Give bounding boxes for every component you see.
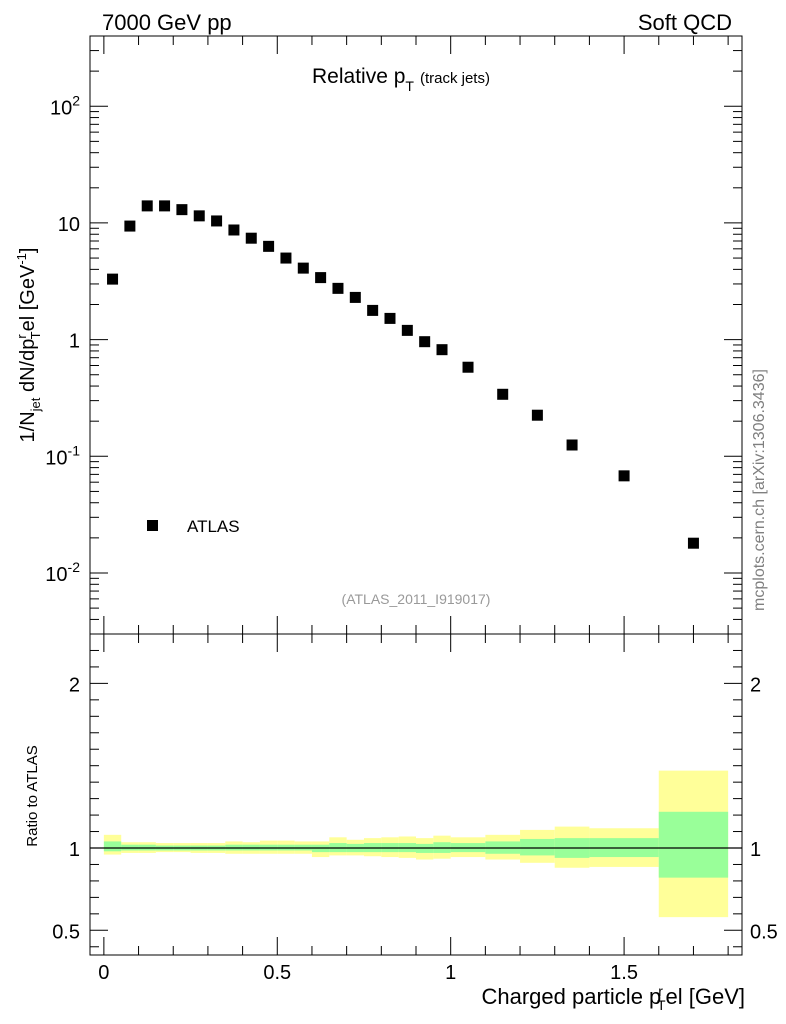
stat-uncertainty-band xyxy=(658,811,729,878)
ratio-y-tick-label-right: 1 xyxy=(750,839,761,861)
main-y-tick-label: 1 xyxy=(69,331,80,353)
data-point xyxy=(332,282,344,294)
data-point xyxy=(436,344,448,356)
data-point xyxy=(297,262,309,274)
main-title: Relative pT (track jets) xyxy=(312,65,490,94)
stat-uncertainty-band xyxy=(103,841,122,852)
analysis-id-label: (ATLAS_2011_I919017) xyxy=(342,591,491,607)
data-point xyxy=(384,312,396,324)
data-point xyxy=(349,291,361,303)
header-energy-label: 7000 GeV pp xyxy=(102,10,232,35)
legend-label: ATLAS xyxy=(187,517,240,536)
header-category-label: Soft QCD xyxy=(638,10,732,35)
x-tick-label: 1.5 xyxy=(610,962,638,984)
data-point xyxy=(315,272,327,284)
ratio-y-tick-label: 0.5 xyxy=(52,921,80,943)
data-point xyxy=(401,324,413,336)
side-source-label: mcplots.cern.ch [arXiv:1306.3436] xyxy=(751,369,768,611)
svg-text:1/Njet dN/dprTel [GeV-1]: 1/Njet dN/dprTel [GeV-1] xyxy=(14,248,43,443)
data-point xyxy=(280,252,292,264)
data-point xyxy=(141,200,153,212)
main-y-tick-label: 10-1 xyxy=(45,442,80,469)
data-point xyxy=(687,537,699,549)
x-tick-label: 0.5 xyxy=(263,962,291,984)
x-tick-label: 0 xyxy=(98,962,109,984)
ratio-y-axis-label: Ratio to ATLAS xyxy=(24,745,41,846)
data-point xyxy=(159,200,171,212)
data-point xyxy=(124,220,136,232)
data-point xyxy=(228,224,240,236)
main-y-tick-label: 10 xyxy=(58,214,80,236)
ratio-axis-ticks: 0.5 0.5 1 1 2 2 0 0.5 1 1.5 xyxy=(52,634,778,984)
data-point xyxy=(176,204,188,216)
data-point xyxy=(211,215,223,227)
main-y-tick-label: 102 xyxy=(50,92,80,119)
data-point xyxy=(462,361,474,373)
main-y-axis-label: 1/Njet dN/dprTel [GeV-1] xyxy=(14,248,43,443)
x-tick-label: 1 xyxy=(445,962,456,984)
data-point xyxy=(618,470,630,482)
data-point xyxy=(193,210,205,222)
ratio-y-tick-label-right: 0.5 xyxy=(750,921,778,943)
x-axis-label: Charged particle pr Tel [GeV] xyxy=(482,983,746,1013)
data-point xyxy=(531,409,543,421)
data-point xyxy=(263,240,275,252)
data-point xyxy=(245,232,257,244)
data-point xyxy=(497,388,509,400)
ratio-uncertainty-bands xyxy=(103,770,729,918)
main-panel-frame xyxy=(89,35,743,635)
main-y-tick-label: 10-2 xyxy=(45,559,80,586)
data-point xyxy=(566,439,578,451)
stat-uncertainty-band xyxy=(520,838,555,856)
ratio-y-tick-label: 2 xyxy=(69,674,80,696)
data-point xyxy=(419,336,431,348)
ratio-y-tick-label: 1 xyxy=(69,839,80,861)
data-point xyxy=(367,304,379,316)
legend-marker xyxy=(147,520,158,531)
main-axis-ticks: 10-2 10-1 1 10 102 xyxy=(45,35,742,635)
data-point xyxy=(107,273,119,285)
main-data-markers xyxy=(107,200,699,549)
ratio-panel-frame xyxy=(89,633,743,956)
ratio-y-tick-label-right: 2 xyxy=(750,674,761,696)
